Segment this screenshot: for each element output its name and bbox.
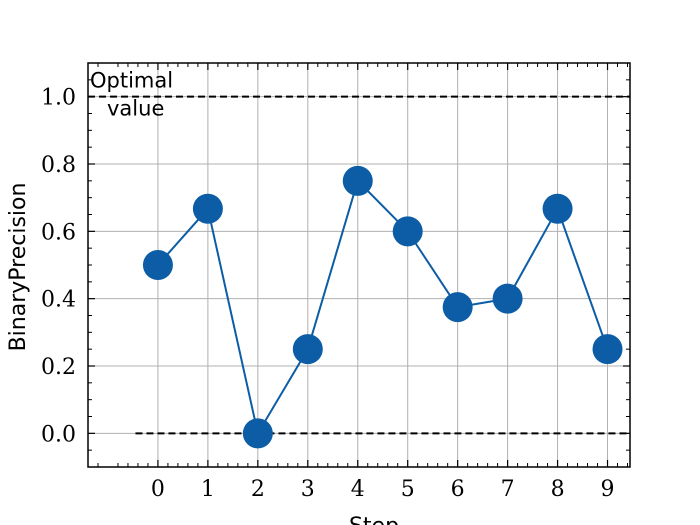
data-point [242,418,273,449]
y-tick-label: 0.6 [41,220,76,245]
x-tick-label: 9 [601,477,615,502]
data-point [292,334,323,365]
x-tick-label: 5 [401,477,415,502]
data-point [542,193,573,224]
series-line [157,178,609,437]
x-tick-label: 8 [551,477,565,502]
y-tick-label: 0.2 [41,355,76,380]
annotation-line: value [107,97,164,121]
x-axis-title: Step [349,514,399,525]
data-point [142,250,173,280]
y-axis-title: BinaryPrecision [6,183,31,352]
data-point [192,193,223,224]
x-tick-label: 2 [251,477,265,502]
tick-marks [87,62,630,468]
y-tick-label: 0.4 [41,288,76,313]
x-tick-label: 1 [201,477,215,502]
y-tick-label: 0.0 [41,422,76,447]
data-point [392,216,423,247]
annotation-line: Optimal [90,69,173,93]
y-tick-labels: 0.0 0.2 0.4 0.6 0.8 1.0 [41,86,76,448]
data-point [592,334,623,365]
gridlines [88,63,630,467]
optimal-value-annotation: Optimal value [90,69,173,121]
x-tick-label: 6 [451,477,465,502]
data-point [442,292,473,323]
y-tick-label: 1.0 [41,86,76,111]
reference-lines [88,95,630,435]
data-point [492,283,523,314]
x-tick-label: 0 [151,477,165,502]
series-lines [157,178,609,437]
x-tick-label: 4 [351,477,365,502]
y-tick-label: 0.8 [41,153,76,178]
x-tick-labels: 0 1 2 3 4 5 6 7 8 9 [151,477,615,502]
data-points [142,165,623,449]
x-tick-label: 3 [301,477,315,502]
x-tick-label: 7 [501,477,515,502]
data-point [342,165,373,196]
